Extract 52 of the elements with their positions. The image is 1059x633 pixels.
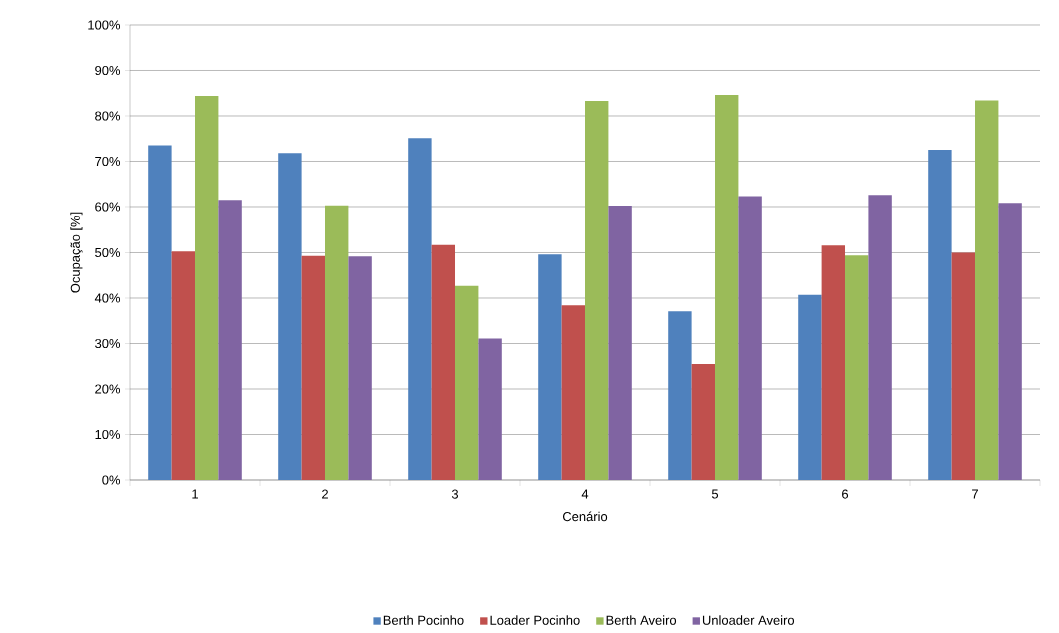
bar: [455, 285, 479, 480]
bar: [951, 252, 976, 480]
bar: [928, 150, 952, 480]
bar: [798, 294, 822, 480]
x-tick-label: 6: [842, 489, 849, 499]
legend-label: Berth Aveiro: [606, 615, 677, 625]
y-axis-title: Ocupação [%]: [70, 212, 83, 293]
y-tick-label: 40%: [94, 293, 121, 303]
bar: [325, 205, 349, 480]
y-tick-label: 90%: [95, 65, 121, 76]
x-tick-label: 7: [972, 489, 978, 499]
y-tick-label: 70%: [95, 156, 121, 167]
bar: [171, 251, 195, 480]
y-tick-label: 20%: [95, 384, 121, 394]
legend-label: Loader Pocinho: [490, 615, 580, 625]
bar: [561, 305, 585, 480]
bar: [668, 311, 692, 480]
bar: [868, 195, 892, 480]
bar: [148, 145, 172, 480]
bar: [715, 95, 739, 480]
bar: [585, 100, 609, 480]
bar: [301, 255, 325, 480]
bar: [821, 245, 846, 480]
x-tick-label: 5: [711, 489, 719, 499]
x-tick-label: 1: [192, 489, 198, 499]
y-tick-label: 50%: [95, 247, 121, 258]
legend-label: Unloader Aveiro: [702, 615, 795, 625]
y-tick-label: 0%: [102, 475, 121, 485]
y-tick-label: 80%: [95, 111, 121, 121]
x-tick-label: 2: [322, 489, 328, 499]
x-tick-label: 4: [581, 489, 589, 499]
y-tick-label: 100%: [88, 20, 121, 30]
y-tick-label: 60%: [95, 202, 121, 212]
bar: [845, 255, 869, 480]
bar: [998, 203, 1022, 480]
legend-label: Berth Pocinho: [383, 615, 464, 625]
bar: [348, 256, 372, 480]
bar: [278, 153, 302, 480]
x-axis-title: Cenário: [562, 511, 608, 522]
bar: [975, 100, 999, 480]
bar: [431, 244, 455, 480]
x-tick-label: 3: [451, 489, 459, 499]
bar: [408, 138, 432, 480]
bar: [608, 206, 632, 480]
y-tick-label: 30%: [95, 338, 121, 349]
bar: [195, 95, 219, 480]
bar: [691, 363, 716, 480]
y-tick-label: 10%: [95, 429, 121, 440]
bar: [218, 200, 242, 480]
bar: [478, 338, 502, 480]
bar: [538, 254, 562, 480]
bar: [738, 196, 762, 480]
